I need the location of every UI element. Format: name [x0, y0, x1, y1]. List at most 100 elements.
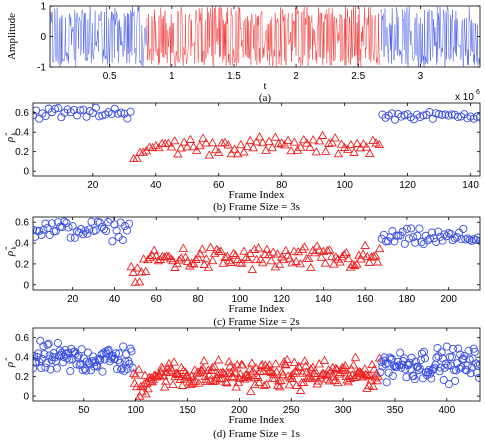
- point-circle: [34, 349, 43, 358]
- point-circle: [444, 380, 453, 389]
- x-tick-label: 200: [440, 294, 457, 305]
- point-triangle: [289, 137, 300, 146]
- x-tick-label: 300: [335, 405, 352, 416]
- point-triangle: [357, 368, 367, 378]
- point-triangle: [151, 251, 161, 260]
- point-circle: [125, 219, 134, 228]
- point-triangle: [337, 251, 347, 261]
- point-circle: [451, 376, 460, 385]
- point-triangle: [138, 147, 148, 156]
- axes-frame: [32, 102, 481, 177]
- point-triangle: [284, 380, 294, 389]
- point-triangle: [274, 259, 285, 268]
- point-triangle: [329, 259, 339, 268]
- point-circle: [420, 354, 430, 363]
- point-triangle: [210, 376, 221, 385]
- point-circle: [473, 233, 480, 242]
- point-circle: [410, 375, 419, 384]
- point-triangle: [369, 364, 379, 373]
- point-triangle: [330, 133, 340, 142]
- point-triangle: [213, 147, 224, 157]
- point-triangle: [249, 244, 260, 253]
- point-triangle: [317, 130, 328, 139]
- point-circle: [392, 362, 402, 371]
- point-triangle: [168, 379, 178, 389]
- point-circle: [462, 366, 471, 375]
- point-triangle: [341, 247, 352, 257]
- point-circle: [427, 228, 437, 237]
- point-circle: [76, 106, 85, 115]
- point-triangle: [144, 142, 155, 151]
- point-circle: [435, 110, 444, 119]
- point-circle: [98, 111, 107, 120]
- point-triangle: [305, 373, 315, 382]
- point-triangle: [220, 252, 230, 261]
- point-triangle: [271, 366, 282, 376]
- point-circle: [415, 224, 424, 233]
- point-triangle: [339, 249, 349, 259]
- point-triangle: [235, 258, 245, 267]
- point-circle: [434, 352, 443, 361]
- point-circle: [47, 219, 56, 228]
- point-triangle: [154, 142, 164, 152]
- point-triangle: [177, 380, 188, 389]
- point-triangle: [253, 243, 264, 252]
- point-triangle: [297, 368, 308, 377]
- point-circle: [66, 367, 75, 376]
- point-circle: [79, 105, 88, 114]
- point-triangle: [178, 243, 189, 252]
- y-tick-label: 1: [40, 2, 46, 13]
- point-triangle: [217, 138, 227, 147]
- y-axis-label: ρ̂: [4, 246, 16, 257]
- point-circle: [114, 232, 123, 241]
- point-circle: [450, 234, 459, 243]
- point-triangle: [226, 257, 237, 266]
- point-triangle: [366, 375, 376, 384]
- point-triangle: [368, 135, 378, 144]
- point-triangle: [306, 364, 316, 373]
- point-triangle: [358, 249, 368, 258]
- point-circle: [54, 218, 63, 227]
- point-triangle: [126, 261, 136, 271]
- point-triangle: [258, 258, 268, 267]
- point-circle: [422, 110, 431, 119]
- x-tick-label: 150: [179, 405, 196, 416]
- y-axis-label: ρ̂: [4, 132, 16, 143]
- point-triangle: [176, 143, 186, 152]
- x-tick-label: 0.5: [103, 71, 117, 82]
- point-circle: [443, 361, 452, 370]
- point-triangle: [299, 242, 310, 251]
- point-circle: [41, 363, 50, 372]
- point-circle: [473, 361, 480, 370]
- point-triangle: [333, 377, 343, 387]
- x-multiplier-label: x 10: [455, 92, 474, 103]
- y-tick-label: 0.4: [15, 128, 29, 139]
- point-triangle: [367, 359, 377, 369]
- point-circle: [91, 357, 100, 366]
- point-triangle: [181, 371, 192, 380]
- point-triangle: [230, 368, 240, 377]
- point-circle: [120, 221, 129, 231]
- point-circle: [106, 217, 115, 224]
- point-triangle: [179, 137, 189, 146]
- point-triangle: [237, 360, 248, 369]
- point-triangle: [335, 257, 345, 266]
- point-triangle: [266, 367, 277, 376]
- point-triangle: [258, 137, 268, 147]
- point-circle: [471, 359, 480, 368]
- x-tick-label: 350: [387, 405, 404, 416]
- point-triangle: [247, 264, 258, 274]
- point-circle: [447, 353, 457, 362]
- point-triangle: [232, 149, 243, 158]
- point-triangle: [298, 377, 309, 387]
- point-triangle: [311, 147, 322, 156]
- point-triangle: [214, 374, 225, 383]
- point-circle: [454, 344, 463, 353]
- point-triangle: [348, 360, 359, 369]
- point-circle: [452, 233, 462, 242]
- point-triangle: [319, 355, 330, 365]
- point-triangle: [198, 133, 208, 142]
- point-circle: [417, 238, 426, 247]
- point-circle: [467, 363, 476, 372]
- point-circle: [73, 353, 82, 362]
